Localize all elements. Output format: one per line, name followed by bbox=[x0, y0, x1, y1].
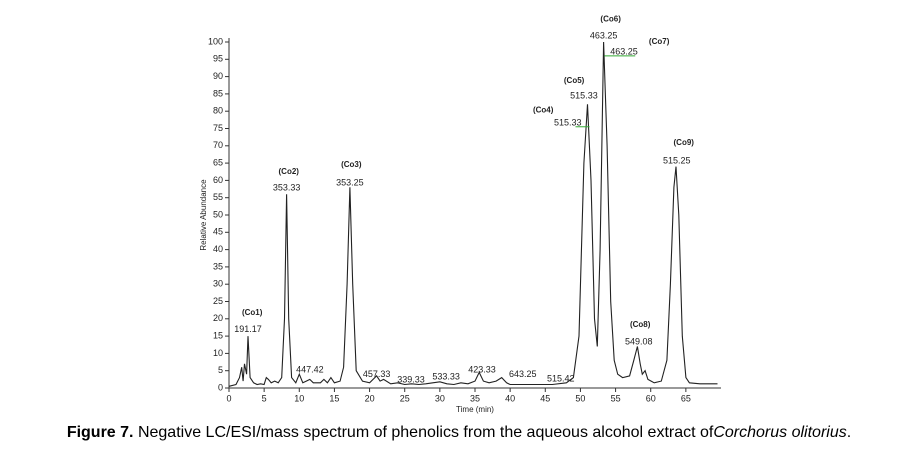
y-tick-label: 60 bbox=[213, 175, 223, 185]
peak-label: 339.33 bbox=[397, 374, 425, 384]
x-tick-label: 60 bbox=[646, 393, 656, 403]
y-tick-label: 95 bbox=[213, 54, 223, 64]
x-tick-label: 50 bbox=[575, 393, 585, 403]
x-tick-label: 30 bbox=[435, 393, 445, 403]
peak-label: (Co2) bbox=[279, 167, 300, 176]
trace bbox=[228, 41, 718, 387]
peak-label: 515.33 bbox=[570, 90, 598, 100]
y-tick-label: 25 bbox=[213, 296, 223, 306]
y-tick-label: 80 bbox=[213, 106, 223, 116]
y-tick-label: 5 bbox=[218, 365, 223, 375]
y-tick-label: 100 bbox=[208, 36, 223, 46]
y-tick-label: 15 bbox=[213, 330, 223, 340]
peak-label: 353.25 bbox=[336, 178, 364, 188]
y-tick-label: 75 bbox=[213, 123, 223, 133]
peak-label: (Co4) bbox=[533, 105, 554, 114]
peak-label: 191.17 bbox=[234, 324, 262, 334]
peak-label: 457.33 bbox=[363, 369, 391, 379]
x-tick-label: 65 bbox=[681, 393, 691, 403]
peak-label: 353.33 bbox=[273, 182, 301, 192]
peak-label: 463.25 bbox=[610, 46, 638, 56]
y-tick-label: 90 bbox=[213, 71, 223, 81]
x-tick-label: 45 bbox=[540, 393, 550, 403]
peak-label: (Co7) bbox=[649, 37, 670, 46]
peak-label: (Co9) bbox=[674, 138, 695, 147]
y-tick-label: 65 bbox=[213, 157, 223, 167]
peak-label: 515.33 bbox=[554, 117, 582, 127]
y-tick-label: 55 bbox=[213, 192, 223, 202]
peak-label: (Co6) bbox=[600, 14, 621, 23]
x-tick-label: 35 bbox=[470, 393, 480, 403]
x-tick-label: 15 bbox=[329, 393, 339, 403]
caption: Figure 7. Negative LC/ESI/mass spectrum … bbox=[67, 424, 851, 441]
peak-label: (Co3) bbox=[341, 160, 362, 169]
peak-label: (Co8) bbox=[630, 320, 651, 329]
peak-label: 423.33 bbox=[468, 364, 496, 374]
x-axis-label: Time (min) bbox=[456, 405, 494, 414]
peak-label: 643.25 bbox=[509, 369, 537, 379]
x-tick-label: 20 bbox=[365, 393, 375, 403]
x-tick-label: 40 bbox=[505, 393, 515, 403]
y-tick-label: 30 bbox=[213, 279, 223, 289]
peak-label: 447.42 bbox=[296, 364, 324, 374]
y-tick-label: 45 bbox=[213, 227, 223, 237]
x-tick-label: 55 bbox=[611, 393, 621, 403]
x-tick-label: 5 bbox=[262, 393, 267, 403]
y-tick-label: 85 bbox=[213, 88, 223, 98]
caption-species: Corchorus olitorius bbox=[713, 424, 846, 441]
y-tick-label: 10 bbox=[213, 348, 223, 358]
x-tick-label: 10 bbox=[294, 393, 304, 403]
y-tick-label: 0 bbox=[218, 382, 223, 392]
caption-label: Figure 7. bbox=[67, 424, 134, 441]
caption-end: . bbox=[847, 424, 851, 441]
x-tick-label: 25 bbox=[400, 393, 410, 403]
peak-label: 533.33 bbox=[432, 371, 460, 381]
caption-text: Negative LC/ESI/mass spectrum of phenoli… bbox=[134, 424, 714, 441]
y-tick-label: 20 bbox=[213, 313, 223, 323]
peak-label: (Co1) bbox=[242, 308, 263, 317]
y-tick-label: 35 bbox=[213, 261, 223, 271]
peak-label: 515.25 bbox=[663, 155, 691, 165]
y-axis-label: Relative Abundance bbox=[199, 179, 208, 251]
y-tick-label: 70 bbox=[213, 140, 223, 150]
peak-label: 463.25 bbox=[590, 30, 618, 40]
peak-label: (Co5) bbox=[564, 76, 585, 85]
y-tick-label: 40 bbox=[213, 244, 223, 254]
peak-label: 549.08 bbox=[625, 336, 653, 346]
peak-label: 515.42 bbox=[547, 373, 575, 383]
x-tick-label: 0 bbox=[226, 393, 231, 403]
y-tick-label: 50 bbox=[213, 209, 223, 219]
